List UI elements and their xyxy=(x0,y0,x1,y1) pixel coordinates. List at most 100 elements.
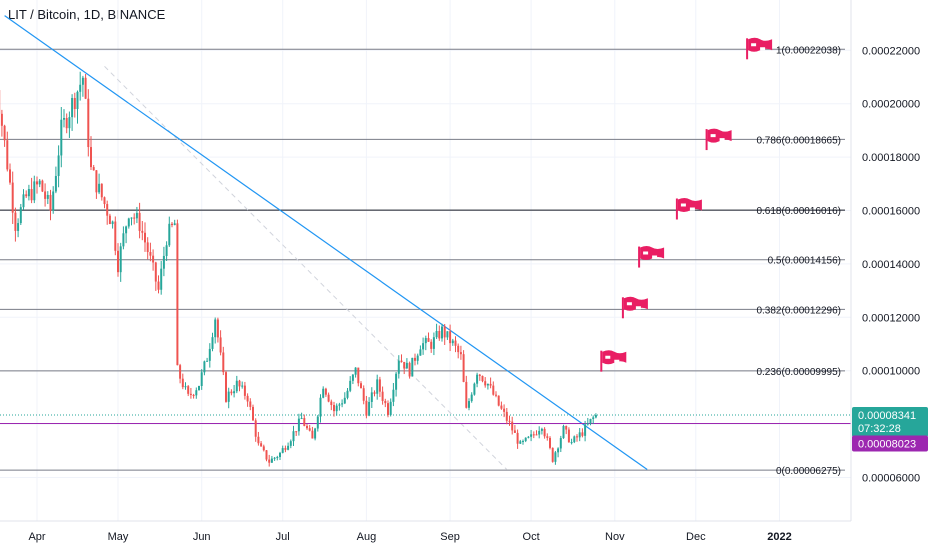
x-tick-label: Nov xyxy=(605,531,625,543)
y-tick-label: 0.00012000 xyxy=(862,312,920,324)
candle-body xyxy=(527,436,530,438)
candle-body xyxy=(260,443,263,447)
y-tick-label: 0.00014000 xyxy=(862,259,920,271)
candle-body xyxy=(297,418,300,432)
fib-label: 0.618(0.00016016) xyxy=(756,206,841,217)
candle-body xyxy=(554,452,557,462)
candle-body xyxy=(41,180,44,192)
candle-body xyxy=(176,223,179,366)
candle-body xyxy=(576,436,578,438)
candle-body xyxy=(495,394,497,396)
candle-body xyxy=(125,226,128,234)
candle-body xyxy=(252,406,254,421)
candle-body xyxy=(451,340,454,344)
candle-body xyxy=(284,448,287,450)
fib-levels: 1(0.00022038) 0.786(0.00018665) 0.618(0.00… xyxy=(0,45,845,477)
candle-body xyxy=(351,374,354,381)
candle-body xyxy=(327,394,330,402)
candle-body xyxy=(184,386,187,388)
candle-body xyxy=(238,380,241,387)
candle-body xyxy=(343,397,346,404)
chart-title: LIT / Bitcoin, 1D, BINANCE xyxy=(8,7,166,22)
fib-label: 1(0.00022038) xyxy=(776,45,841,56)
fib-label: 0.786(0.00018665) xyxy=(756,135,841,146)
candle-body xyxy=(73,97,76,110)
candle-body xyxy=(114,221,117,251)
candle-body xyxy=(311,430,314,439)
candle-body xyxy=(171,223,173,226)
candle-body xyxy=(473,383,476,395)
candle-body xyxy=(462,354,465,382)
candle-body xyxy=(219,337,222,353)
candle-body xyxy=(106,204,109,216)
flag-icon xyxy=(675,198,702,220)
candle-body xyxy=(319,397,322,417)
candle-body xyxy=(152,255,155,263)
y-tick-label: 0.00010000 xyxy=(862,366,920,378)
candle-body xyxy=(71,97,74,118)
candle-body xyxy=(432,337,435,349)
candle-body xyxy=(589,418,592,424)
candle-body xyxy=(200,372,203,386)
candle-body xyxy=(400,360,403,362)
candle-body xyxy=(408,362,411,377)
candle-body xyxy=(395,373,398,390)
candle-body xyxy=(189,393,192,395)
candle-body xyxy=(573,436,576,443)
candle-body xyxy=(165,245,168,256)
candle-body xyxy=(303,418,306,426)
candle-body xyxy=(370,392,373,402)
countdown-label: 07:32:28 xyxy=(858,423,901,435)
candle-body xyxy=(586,423,589,425)
candle-body xyxy=(465,381,468,408)
candle-body xyxy=(484,381,487,386)
candle-body xyxy=(203,361,206,373)
candle-body xyxy=(287,445,290,450)
candle-body xyxy=(481,375,484,382)
candle-body xyxy=(146,242,149,253)
y-tick-label: 0.00022000 xyxy=(862,45,920,57)
candle-body xyxy=(130,217,133,219)
candle-body xyxy=(168,223,171,246)
candle-body xyxy=(292,431,295,442)
candle-body xyxy=(241,385,244,387)
candle-body xyxy=(581,432,584,436)
candle-body xyxy=(308,428,311,431)
candle-body xyxy=(157,281,160,290)
candle-body xyxy=(270,458,273,463)
candle-body xyxy=(500,405,503,409)
candle-body xyxy=(90,147,92,168)
candle-body xyxy=(265,450,268,460)
candle-body xyxy=(14,212,17,231)
candle-body xyxy=(567,429,570,443)
x-tick-label: Aug xyxy=(357,531,377,543)
candle-body xyxy=(503,408,506,412)
candle-body xyxy=(392,389,395,402)
candle-body xyxy=(127,218,130,227)
candle-body xyxy=(524,437,527,441)
flag-icon xyxy=(638,246,665,268)
candle-body xyxy=(335,405,338,412)
candle-body xyxy=(198,385,200,391)
candle-body xyxy=(314,428,317,439)
candle-body xyxy=(49,194,52,211)
flag-icon xyxy=(705,128,732,151)
candle-body xyxy=(486,383,489,386)
candle-body xyxy=(373,392,376,394)
candle-body xyxy=(457,345,460,353)
candle-body xyxy=(338,404,341,406)
candle-body xyxy=(378,379,381,392)
candle-body xyxy=(562,425,565,439)
candle-body xyxy=(322,388,325,398)
candle-body xyxy=(430,341,433,349)
fib-label: 0(0.00006275) xyxy=(776,466,841,477)
candle-body xyxy=(349,380,352,391)
candle-body xyxy=(81,77,84,85)
grid-layer xyxy=(0,0,851,521)
candle-body xyxy=(492,385,495,395)
candle-body xyxy=(227,391,230,402)
candle-body xyxy=(449,331,452,344)
candle-body xyxy=(540,428,543,431)
candle-body xyxy=(300,418,303,420)
